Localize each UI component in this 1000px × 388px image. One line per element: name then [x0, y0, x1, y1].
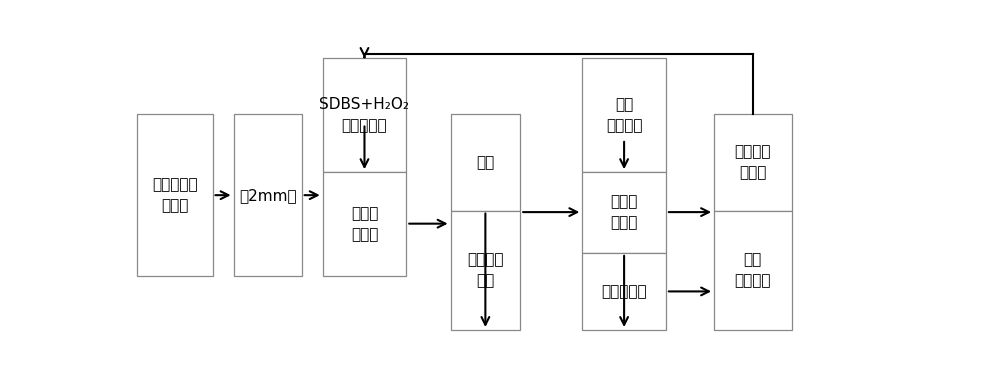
Text: SDBS+H₂O₂
混合淤洗剂: SDBS+H₂O₂ 混合淤洗剂	[319, 97, 409, 133]
Bar	[137, 114, 213, 276]
Text: 集中
安全处置: 集中 安全处置	[734, 252, 771, 288]
Text: 超声波
处理器: 超声波 处理器	[351, 206, 378, 242]
Text: 含鉖沉淠物: 含鉖沉淠物	[601, 284, 647, 299]
Text: 重金属鉖污
染土壤: 重金属鉖污 染土壤	[152, 177, 197, 213]
Bar	[582, 172, 666, 253]
Bar	[450, 211, 520, 330]
Text: 静置: 静置	[476, 155, 494, 170]
Bar	[714, 211, 792, 330]
Bar	[450, 114, 520, 211]
Bar	[323, 58, 406, 172]
Text: 淤出液
收集池: 淤出液 收集池	[610, 194, 638, 230]
Text: 处理后的
淤出液: 处理后的 淤出液	[734, 144, 771, 180]
Bar	[234, 114, 302, 276]
Bar	[323, 172, 406, 276]
Bar	[582, 58, 666, 172]
Bar	[582, 253, 666, 330]
Text: 处理后的
土壤: 处理后的 土壤	[467, 252, 504, 288]
Text: 过2mm筛: 过2mm筛	[239, 188, 296, 203]
Bar	[714, 114, 792, 211]
Text: 七水
硫酸亚铁: 七水 硫酸亚铁	[606, 97, 642, 133]
